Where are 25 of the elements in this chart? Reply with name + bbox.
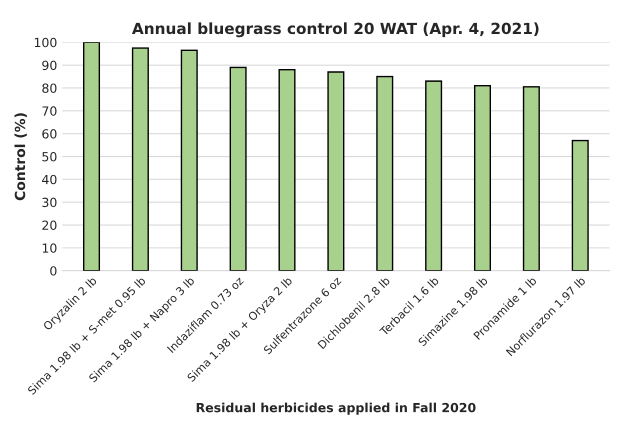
- bar: [474, 85, 492, 271]
- bar: [572, 140, 589, 271]
- y-tick-label: 10: [42, 243, 57, 253]
- bar: [180, 50, 198, 271]
- y-tick-label: 80: [42, 83, 57, 93]
- y-tick-label: 70: [42, 106, 57, 116]
- y-tick-label: 60: [42, 129, 57, 139]
- bar: [376, 76, 394, 271]
- bar: [522, 86, 540, 271]
- y-tick-label: 90: [42, 60, 57, 70]
- y-tick-label: 30: [42, 198, 57, 208]
- bar: [278, 69, 296, 271]
- y-tick-label: 50: [42, 152, 57, 162]
- bar: [230, 66, 247, 271]
- y-axis-title: Control (%): [14, 113, 27, 200]
- y-tick-label: 20: [42, 220, 57, 230]
- bar: [132, 47, 149, 271]
- chart-title: Annual bluegrass control 20 WAT (Apr. 4, 2021): [132, 22, 539, 38]
- y-tick-label: 100: [34, 38, 57, 48]
- bar: [83, 42, 100, 271]
- bar: [425, 80, 442, 271]
- bar: [327, 71, 344, 271]
- x-axis-title: Residual herbicides applied in Fall 2020: [196, 402, 476, 415]
- y-tick-label: 0: [50, 266, 57, 276]
- y-tick-label: 40: [42, 174, 57, 184]
